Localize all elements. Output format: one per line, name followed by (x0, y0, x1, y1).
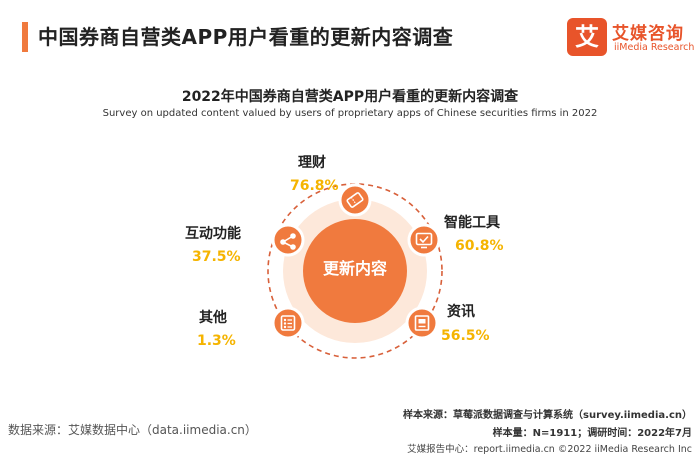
page-title: 中国券商自营类APP用户看重的更新内容调查 (38, 25, 454, 49)
node-licai (338, 183, 372, 217)
category-label-hudong: 互动功能 (185, 226, 241, 242)
list-icon (280, 315, 296, 331)
chart-subtitle: Survey on updated content valued by user… (102, 108, 598, 119)
value-label-zixun: 56.5% (441, 328, 490, 344)
center-label: 更新内容 (322, 259, 387, 278)
logo-name-en: iiMedia Research (614, 42, 695, 53)
center-circle (303, 219, 407, 323)
chart-title: 2022年中国券商自营类APP用户看重的更新内容调查 (181, 89, 519, 105)
value-label-licai: 76.8% (290, 178, 339, 194)
logo-name-cn: 艾媒咨询 (612, 24, 684, 44)
share-icon (280, 233, 296, 250)
copyright: 艾媒报告中心：report.iimedia.cn ©2022 iiMedia R… (407, 444, 692, 455)
sample-source: 样本来源：草莓派数据调查与计算系统（survey.iimedia.cn） (403, 410, 692, 421)
category-label-zixun: 资讯 (447, 304, 475, 320)
node-zixun (405, 306, 439, 340)
node-zhineng (407, 223, 441, 257)
node-hudong (271, 223, 305, 257)
ticket-icon (346, 192, 364, 208)
node-qita (271, 306, 305, 340)
data-source: 数据来源：艾媒数据中心（data.iimedia.cn） (8, 423, 257, 437)
value-label-hudong: 37.5% (192, 249, 241, 265)
value-label-qita: 1.3% (197, 333, 236, 349)
value-label-zhineng: 60.8% (455, 238, 504, 254)
category-label-licai: 理财 (298, 155, 326, 171)
brand-logo: 艾 艾媒咨询 iiMedia Research (567, 18, 694, 58)
screen-check-icon (415, 232, 433, 249)
category-label-zhineng: 智能工具 (444, 215, 500, 231)
category-label-qita: 其他 (199, 310, 227, 326)
title-accent-bar (22, 22, 28, 52)
sample-info: 样本量：N=1911；调研时间：2022年7月 (492, 428, 692, 439)
logo-mark: 艾 (567, 18, 607, 56)
news-icon (414, 315, 430, 331)
